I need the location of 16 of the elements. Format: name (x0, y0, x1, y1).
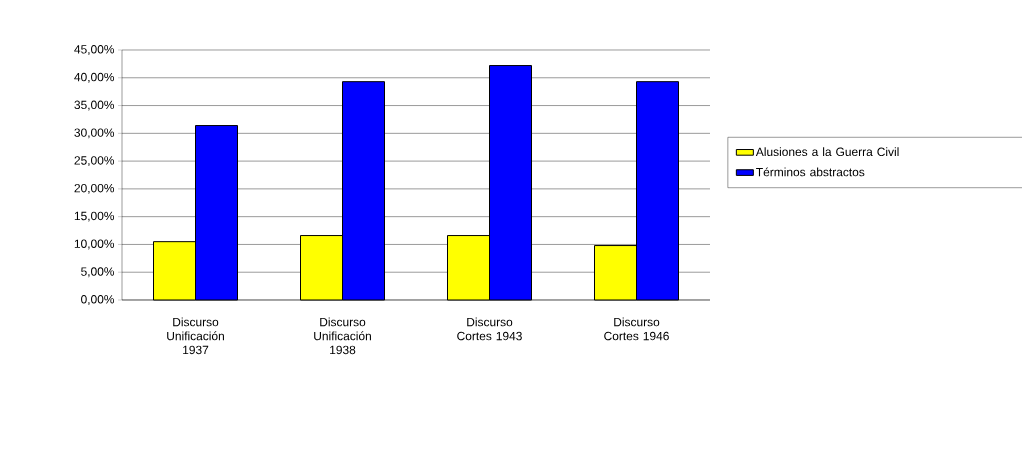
y-tick-label: 35,00% (74, 100, 115, 111)
y-tick-label: 25,00% (74, 156, 115, 167)
y-tick-label: 40,00% (74, 72, 115, 83)
y-tick-label: 10,00% (74, 239, 115, 250)
y-tick-label: 0,00% (81, 295, 115, 305)
y-tick-label: 15,00% (74, 211, 115, 222)
y-tick-label: 30,00% (74, 128, 115, 139)
x-tick-label: Discurso Unificación 1937 (167, 317, 224, 355)
x-tick-label: Discurso Unificación 1938 (314, 317, 371, 355)
x-tick-label: Discurso Cortes 1946 (604, 317, 669, 341)
legend-label: Alusiones a la Guerra Civil (755, 147, 899, 157)
x-tick-label: Discurso Cortes 1943 (457, 317, 522, 341)
y-tick-label: 20,00% (74, 183, 115, 194)
y-tick-label: 45,00% (74, 45, 115, 55)
y-tick-label: 5,00% (81, 267, 115, 278)
legend-label: Términos abstractos (756, 167, 865, 177)
